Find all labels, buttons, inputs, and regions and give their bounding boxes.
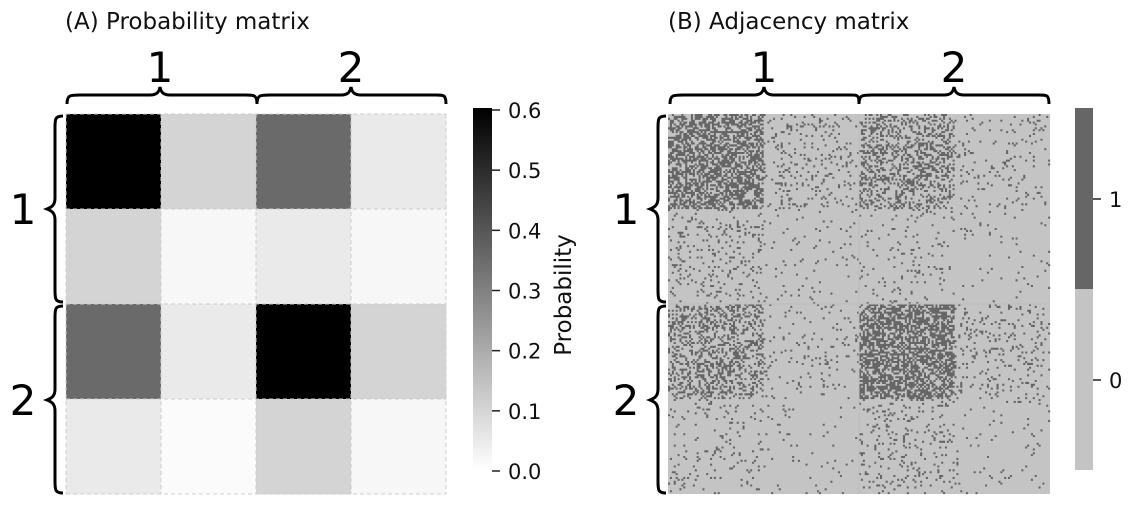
colorbar-tick-label: 0.5 xyxy=(508,159,541,183)
left-brace-b-2 xyxy=(645,304,667,495)
heatmap-cell xyxy=(256,304,352,400)
adjacency-heatmap xyxy=(668,114,1051,495)
heatmap-cell xyxy=(66,399,162,495)
colorbar-gradient xyxy=(473,108,492,470)
heatmap-cell xyxy=(66,209,162,305)
colorbar-tick-label: 0.4 xyxy=(508,219,541,243)
top-block-label-b-1: 1 xyxy=(751,43,778,92)
colorbar-tick-label-1: 1 xyxy=(1109,188,1122,212)
heatmap-cell xyxy=(161,209,257,305)
colorbar-label: Probability xyxy=(551,234,577,356)
heatmap-cell xyxy=(161,114,257,210)
colorbar-tick-label: 0.3 xyxy=(508,280,541,304)
left-brace-b-1 xyxy=(645,114,667,304)
left-block-label-b-2: 2 xyxy=(613,376,640,425)
panel-adjacency-matrix: (B) Adjacency matrix 1 2 1 2 1 0 xyxy=(613,9,1122,495)
heatmap-cell xyxy=(66,114,162,210)
colorbar-tick-label-0: 0 xyxy=(1109,369,1122,393)
heatmap-cell xyxy=(256,209,352,305)
heatmap-cell xyxy=(161,399,257,495)
colorbar-level-1 xyxy=(1075,108,1093,289)
colorbar-tick-label: 0.1 xyxy=(508,400,541,424)
left-brace-1 xyxy=(42,114,64,304)
probability-heatmap xyxy=(65,113,447,495)
adjacency-colorbar: 1 0 xyxy=(1075,108,1122,470)
colorbar-tick-label: 0.6 xyxy=(508,99,541,123)
left-block-label-1: 1 xyxy=(10,185,37,234)
top-brace-1 xyxy=(65,86,259,105)
panel-b-title: (B) Adjacency matrix xyxy=(668,9,909,35)
colorbar-level-0 xyxy=(1075,289,1093,470)
colorbar-tick-label: 0.2 xyxy=(508,340,541,364)
top-brace-b-1 xyxy=(668,86,861,105)
left-block-label-2: 2 xyxy=(10,376,37,425)
probability-colorbar: 0.0 0.1 0.2 0.3 0.4 0.5 0.6 Probability xyxy=(473,99,577,484)
top-brace-2 xyxy=(255,86,448,105)
heatmap-cell xyxy=(256,399,352,495)
heatmap-cell xyxy=(256,114,352,210)
heatmap-cell xyxy=(351,114,447,210)
heatmap-cell xyxy=(351,304,447,400)
left-brace-2 xyxy=(42,304,64,495)
heatmap-cell xyxy=(66,304,162,400)
left-block-label-b-1: 1 xyxy=(613,185,640,234)
top-block-label-b-2: 2 xyxy=(941,43,968,92)
top-brace-b-2 xyxy=(857,86,1051,105)
panel-a-title: (A) Probability matrix xyxy=(65,9,310,35)
colorbar-tick-label: 0.0 xyxy=(508,460,541,484)
top-block-label-2: 2 xyxy=(338,43,365,92)
heatmap-cell xyxy=(351,399,447,495)
heatmap-cell xyxy=(161,304,257,400)
panel-probability-matrix: (A) Probability matrix 1 2 1 2 0.0 0.1 0.2… xyxy=(10,9,577,495)
top-block-label-1: 1 xyxy=(147,43,174,92)
heatmap-cell xyxy=(351,209,447,305)
